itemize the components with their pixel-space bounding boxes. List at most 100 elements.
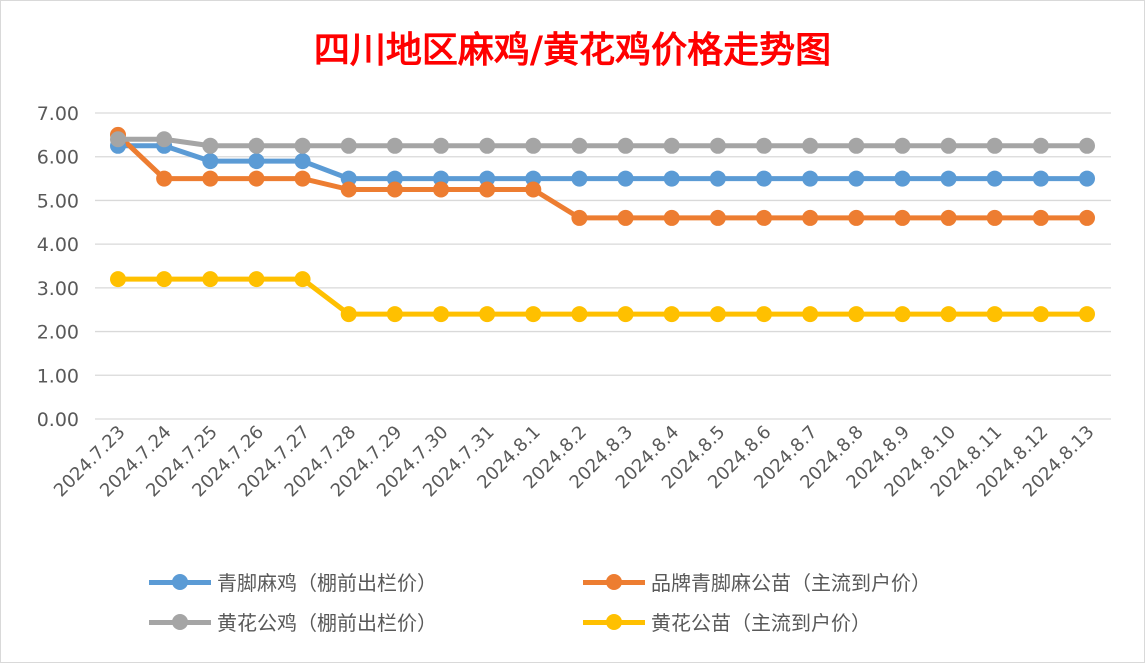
data-point-3 <box>571 306 588 323</box>
legend-marker <box>149 572 211 592</box>
legend-marker <box>583 612 645 632</box>
data-point-2 <box>1079 137 1095 154</box>
data-point-2 <box>525 137 542 154</box>
legend-item-2: 黄花公鸡（棚前出栏价） <box>149 607 437 636</box>
data-point-3 <box>386 306 403 323</box>
data-point-2 <box>894 137 911 154</box>
data-point-1 <box>940 209 957 226</box>
series-line-0 <box>118 143 1087 182</box>
data-point-0 <box>848 170 865 187</box>
y-tick-label: 0.00 <box>37 409 79 431</box>
y-tick-label: 3.00 <box>37 278 79 300</box>
chart-title: 四川地区麻鸡/黄花鸡价格走势图 <box>313 29 832 71</box>
data-point-1 <box>571 209 588 226</box>
data-point-3 <box>110 271 126 288</box>
data-point-0 <box>986 170 1003 187</box>
data-point-1 <box>202 170 219 187</box>
data-point-0 <box>202 153 219 170</box>
data-point-2 <box>386 137 403 154</box>
data-point-3 <box>986 306 1003 323</box>
y-tick-label: 7.00 <box>37 103 79 125</box>
legend-marker <box>583 572 645 592</box>
data-point-3 <box>663 306 680 323</box>
data-point-1 <box>617 209 634 226</box>
data-point-3 <box>1079 306 1095 323</box>
data-point-2 <box>156 131 173 148</box>
y-tick-label: 4.00 <box>37 234 79 256</box>
data-point-1 <box>340 181 357 198</box>
data-point-2 <box>802 137 819 154</box>
data-point-1 <box>433 181 449 198</box>
data-point-1 <box>848 209 865 226</box>
data-point-2 <box>294 137 311 154</box>
data-point-0 <box>940 170 957 187</box>
data-point-3 <box>848 306 865 323</box>
data-point-3 <box>617 306 634 323</box>
data-point-0 <box>433 170 449 187</box>
legend-item-1: 品牌青脚麻公苗（主流到户价） <box>583 567 931 596</box>
data-point-1 <box>156 170 173 187</box>
data-point-1 <box>386 181 403 198</box>
data-point-2 <box>709 137 726 154</box>
data-point-2 <box>340 137 357 154</box>
data-point-2 <box>848 137 865 154</box>
data-point-2 <box>756 137 772 154</box>
data-point-0 <box>340 170 357 187</box>
data-point-3 <box>802 306 819 323</box>
data-point-2 <box>617 137 634 154</box>
data-point-2 <box>248 137 265 154</box>
data-point-3 <box>894 306 911 323</box>
data-point-3 <box>756 306 772 323</box>
data-point-2 <box>110 131 126 148</box>
y-tick-label: 5.00 <box>37 190 79 212</box>
data-point-2 <box>663 137 680 154</box>
data-point-2 <box>202 137 219 154</box>
data-point-1 <box>986 209 1003 226</box>
data-point-0 <box>894 170 911 187</box>
data-point-0 <box>617 170 634 187</box>
data-point-1 <box>709 209 726 226</box>
data-point-2 <box>986 137 1003 154</box>
y-tick-label: 6.00 <box>37 147 79 169</box>
y-tick-label: 2.00 <box>37 322 79 344</box>
data-point-0 <box>1079 170 1095 187</box>
data-point-3 <box>294 271 311 288</box>
data-point-0 <box>1032 170 1049 187</box>
legend-label: 青脚麻鸡（棚前出栏价） <box>217 571 437 595</box>
data-point-1 <box>294 170 311 187</box>
data-point-1 <box>756 209 772 226</box>
y-tick-label: 1.00 <box>37 365 79 387</box>
series-line-3 <box>118 276 1087 317</box>
data-point-1 <box>663 209 680 226</box>
data-point-0 <box>709 170 726 187</box>
data-point-0 <box>756 170 772 187</box>
data-point-3 <box>248 271 265 288</box>
data-point-0 <box>248 153 265 170</box>
legend-label: 黄花公苗（主流到户价） <box>651 611 871 635</box>
data-point-0 <box>294 153 311 170</box>
data-point-3 <box>940 306 957 323</box>
data-point-2 <box>571 137 588 154</box>
data-point-3 <box>156 271 173 288</box>
data-point-0 <box>571 170 588 187</box>
data-point-1 <box>894 209 911 226</box>
legend-label: 品牌青脚麻公苗（主流到户价） <box>651 571 931 595</box>
data-point-1 <box>1079 209 1095 226</box>
data-point-1 <box>248 170 265 187</box>
data-point-3 <box>433 306 449 323</box>
data-point-3 <box>1032 306 1049 323</box>
data-point-0 <box>479 170 496 187</box>
data-point-1 <box>1032 209 1049 226</box>
data-point-3 <box>479 306 496 323</box>
legend-item-0: 青脚麻鸡（棚前出栏价） <box>149 567 437 596</box>
legend-marker <box>149 612 211 632</box>
data-point-1 <box>479 181 496 198</box>
data-point-2 <box>940 137 957 154</box>
data-point-0 <box>386 170 403 187</box>
data-point-3 <box>340 306 357 323</box>
data-point-3 <box>525 306 542 323</box>
data-point-0 <box>525 170 542 187</box>
legend-item-3: 黄花公苗（主流到户价） <box>583 607 871 636</box>
